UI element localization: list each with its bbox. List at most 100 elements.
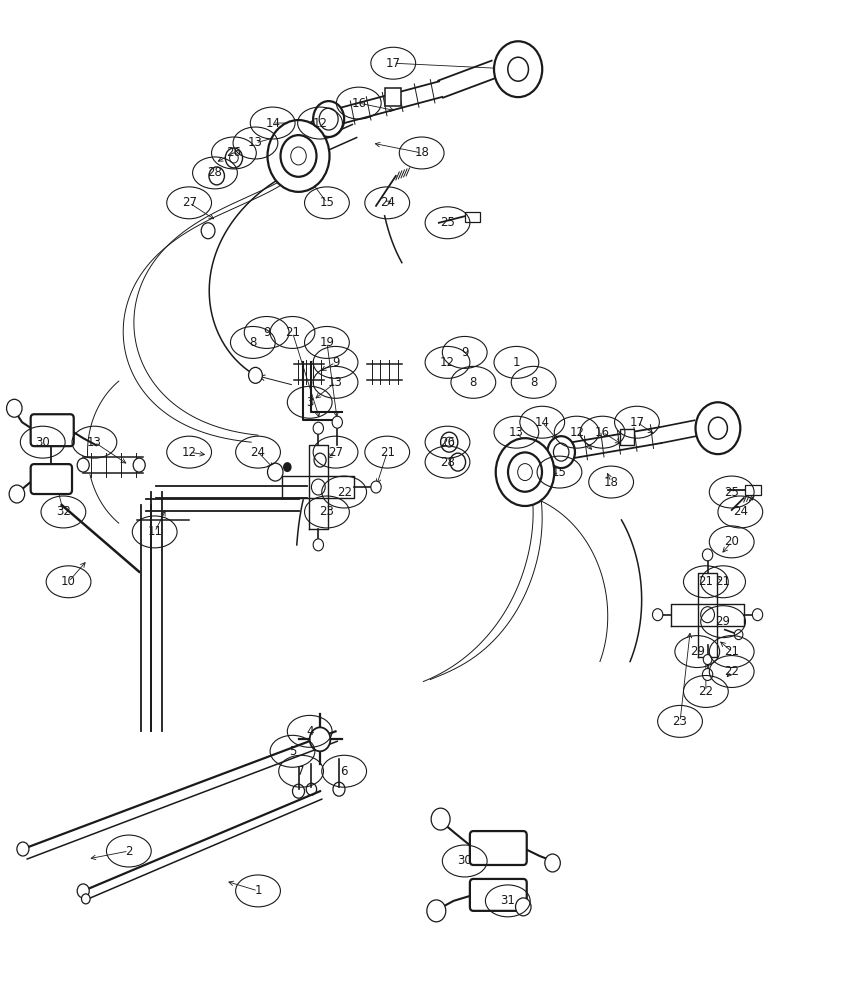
FancyBboxPatch shape [746, 485, 761, 495]
Text: 23: 23 [672, 715, 688, 728]
Text: 3: 3 [306, 396, 314, 409]
Circle shape [309, 727, 330, 751]
FancyBboxPatch shape [465, 212, 480, 222]
Text: 18: 18 [414, 146, 429, 159]
Text: 17: 17 [630, 416, 645, 429]
Circle shape [371, 481, 381, 493]
Text: 5: 5 [289, 745, 296, 758]
Circle shape [702, 669, 713, 680]
Text: 7: 7 [297, 765, 305, 778]
Text: 15: 15 [320, 196, 334, 209]
Text: 21: 21 [285, 326, 300, 339]
Circle shape [311, 479, 325, 495]
Circle shape [209, 167, 225, 185]
Text: 25: 25 [440, 216, 455, 229]
Text: 31: 31 [500, 894, 515, 907]
Text: 22: 22 [698, 685, 714, 698]
Circle shape [268, 120, 329, 192]
Polygon shape [438, 61, 497, 98]
Circle shape [268, 463, 283, 481]
Circle shape [283, 462, 292, 472]
Text: 19: 19 [320, 336, 334, 349]
Circle shape [734, 630, 743, 640]
Text: 29: 29 [689, 645, 705, 658]
Polygon shape [367, 364, 402, 380]
Text: 20: 20 [724, 535, 739, 548]
Text: 17: 17 [385, 57, 401, 70]
Text: 22: 22 [337, 486, 352, 499]
Polygon shape [659, 420, 696, 443]
Polygon shape [295, 364, 324, 380]
Circle shape [332, 416, 342, 428]
Circle shape [81, 894, 90, 904]
Text: 24: 24 [733, 505, 748, 518]
Text: 13: 13 [509, 426, 524, 439]
Circle shape [494, 41, 543, 97]
Polygon shape [151, 492, 162, 731]
Circle shape [652, 609, 663, 621]
Circle shape [753, 609, 763, 621]
Circle shape [10, 485, 25, 503]
Text: 30: 30 [457, 854, 472, 867]
Text: 9: 9 [332, 356, 340, 369]
Text: 12: 12 [313, 117, 327, 130]
Text: 4: 4 [306, 725, 314, 738]
Text: 23: 23 [320, 505, 334, 518]
Circle shape [313, 101, 344, 137]
Circle shape [319, 108, 338, 130]
Text: 18: 18 [604, 476, 619, 489]
Text: 24: 24 [251, 446, 265, 459]
Text: 13: 13 [248, 136, 263, 149]
Text: 12: 12 [569, 426, 584, 439]
Text: 6: 6 [340, 765, 348, 778]
Text: 26: 26 [226, 146, 241, 159]
Circle shape [17, 842, 29, 856]
Text: 1: 1 [254, 884, 262, 897]
Text: 29: 29 [715, 615, 731, 628]
Circle shape [702, 549, 713, 561]
Polygon shape [283, 476, 354, 498]
Text: 14: 14 [265, 117, 280, 130]
Text: 27: 27 [328, 446, 343, 459]
Circle shape [516, 898, 531, 916]
Polygon shape [698, 573, 717, 657]
Text: 11: 11 [147, 525, 162, 538]
Text: 12: 12 [181, 446, 197, 459]
Text: 24: 24 [379, 196, 395, 209]
Text: 22: 22 [724, 665, 740, 678]
Text: 13: 13 [87, 436, 102, 449]
Text: 28: 28 [207, 166, 222, 179]
Circle shape [545, 854, 561, 872]
Text: 30: 30 [35, 436, 50, 449]
Circle shape [703, 655, 712, 665]
Circle shape [554, 443, 569, 461]
Text: 13: 13 [328, 376, 343, 389]
Text: 21: 21 [379, 446, 395, 459]
Text: 2: 2 [125, 845, 132, 858]
Polygon shape [296, 125, 357, 162]
Text: 8: 8 [530, 376, 537, 389]
Circle shape [441, 432, 458, 452]
Text: 26: 26 [440, 436, 455, 449]
Text: 15: 15 [552, 466, 567, 479]
Circle shape [427, 900, 446, 922]
Circle shape [496, 438, 555, 506]
Text: 8: 8 [249, 336, 257, 349]
Polygon shape [327, 81, 442, 127]
Polygon shape [294, 112, 333, 150]
Circle shape [133, 458, 145, 472]
Polygon shape [141, 505, 151, 731]
Polygon shape [560, 427, 661, 460]
Circle shape [249, 367, 263, 383]
Text: 21: 21 [724, 645, 740, 658]
FancyBboxPatch shape [470, 879, 527, 911]
Text: 21: 21 [715, 575, 731, 588]
Text: 8: 8 [470, 376, 477, 389]
Polygon shape [308, 445, 327, 529]
Text: 16: 16 [352, 97, 366, 110]
Text: 1: 1 [512, 356, 520, 369]
Polygon shape [156, 486, 307, 498]
FancyBboxPatch shape [385, 88, 401, 106]
Text: 14: 14 [535, 416, 550, 429]
Circle shape [77, 884, 89, 898]
